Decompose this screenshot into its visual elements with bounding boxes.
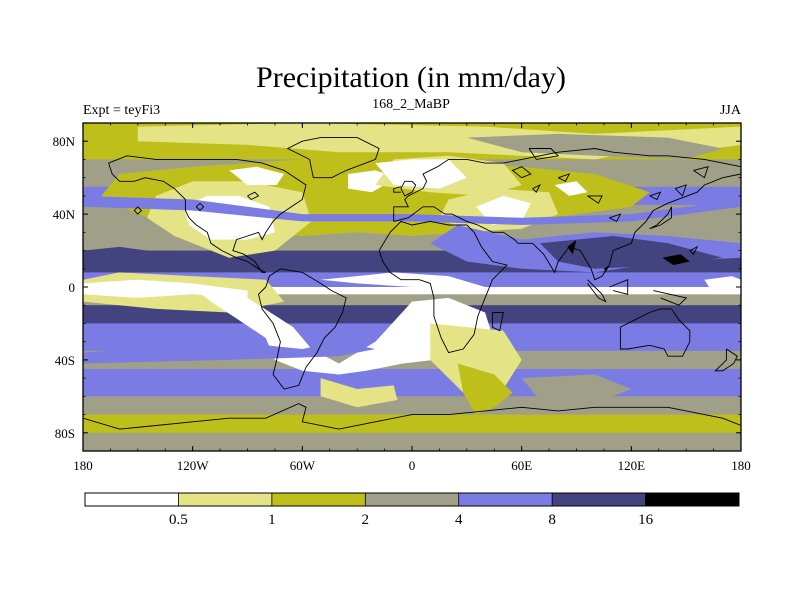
y-tick-label-4: 80S [55,426,75,441]
coastline-10 [609,279,629,295]
zonal-band-11 [83,369,741,397]
contour-region-5 [229,166,285,185]
colorbar-swatch-1 [178,493,273,506]
x-axis: 180 120W 60W 0 60E 120E 180 [73,123,751,473]
y-tick-label-0: 80N [53,134,76,149]
contour-region-18 [567,239,577,255]
colorbar: 0.5 1 2 4 8 16 [84,492,740,528]
y-tick-label-1: 40N [53,207,76,222]
coastline-18 [195,202,205,212]
y-tick-label-3: 40S [55,353,75,368]
colorbar-swatch-3 [365,493,459,506]
x-tick-label-0: 180 [73,458,93,473]
zonal-band-12 [83,396,741,416]
coastline-12 [619,308,691,357]
chart-subtitle-center: 168_2_MaBP [372,97,450,112]
colorbar-label-2: 2 [362,512,370,528]
coastline-24 [649,191,662,201]
coastline-17 [133,206,143,215]
coastline-19 [247,191,260,201]
contour-region-24 [430,323,522,397]
contour-region-8 [375,159,467,189]
chart-title: Precipitation (in mm/day) [256,61,566,94]
contour-region-26 [320,378,398,408]
x-tick-label-4: 60E [511,458,532,473]
coastline-23 [609,213,622,223]
zonal-band-6 [83,287,741,295]
coastline-25 [674,184,687,197]
colorbar-label-3: 4 [455,512,463,528]
coastline-20 [528,148,560,160]
coastline-layer [83,137,741,430]
contour-region-23 [704,276,741,295]
coastline-1 [378,220,508,354]
zonal-band-14 [83,432,741,451]
coastline-27 [693,166,709,179]
coastline-13 [714,348,738,372]
contour-region-27 [521,374,632,404]
contour-region-12 [83,195,741,225]
contour-region-11 [554,181,588,196]
x-tick-label-5: 120E [618,458,646,473]
colorbar-swatch-5 [552,493,646,506]
contour-region-1 [466,133,723,160]
contour-region-21 [192,287,495,375]
coastline-15 [511,166,532,179]
x-tick-label-6: 180 [731,458,751,473]
coastline-21 [558,173,571,182]
x-tick-label-1: 120W [177,458,210,473]
x-tick-label-3: 0 [409,458,416,473]
zonal-band-7 [83,294,741,306]
contour-region-16 [662,254,690,266]
contour-region-15 [83,246,175,269]
coastline-4 [286,137,380,179]
coastline-8 [649,206,672,230]
y-axis: 80N 40N 0 40S 80S [53,122,741,452]
colorbar-frame [84,492,740,507]
colorbar-label-1: 1 [268,512,276,528]
coastline-16 [532,184,541,193]
zonal-band-13 [83,414,741,434]
y-tick-label-2: 0 [69,280,76,295]
coastline-26 [689,245,699,255]
coastline-2 [491,312,504,332]
coastline-14 [83,403,741,430]
coastline-11 [653,290,688,306]
chart-subtitle-left: Expt = teyFi3 [83,103,160,118]
contour-map [83,123,741,451]
coastline-0 [258,268,347,390]
coastline-3 [108,155,307,273]
colorbar-label-0: 0.5 [169,512,188,528]
contour-region-22 [320,272,486,291]
colorbar-swatch-6 [645,493,740,506]
colorbar-swatch-2 [271,493,366,506]
coastline-22 [587,195,603,204]
colorbar-label-5: 16 [638,512,654,528]
chart-subtitle-right: JJA [720,103,742,118]
coastline-6 [400,180,417,197]
colorbar-label-4: 8 [548,512,556,528]
x-tick-label-2: 60W [290,458,316,473]
contour-region-28 [83,341,376,364]
colorbar-swatch-0 [85,493,179,506]
colorbar-swatch-4 [458,493,553,506]
coastline-7 [393,186,402,193]
coastline-5 [393,148,741,281]
contour-region-25 [457,363,513,415]
coastline-9 [587,279,607,303]
